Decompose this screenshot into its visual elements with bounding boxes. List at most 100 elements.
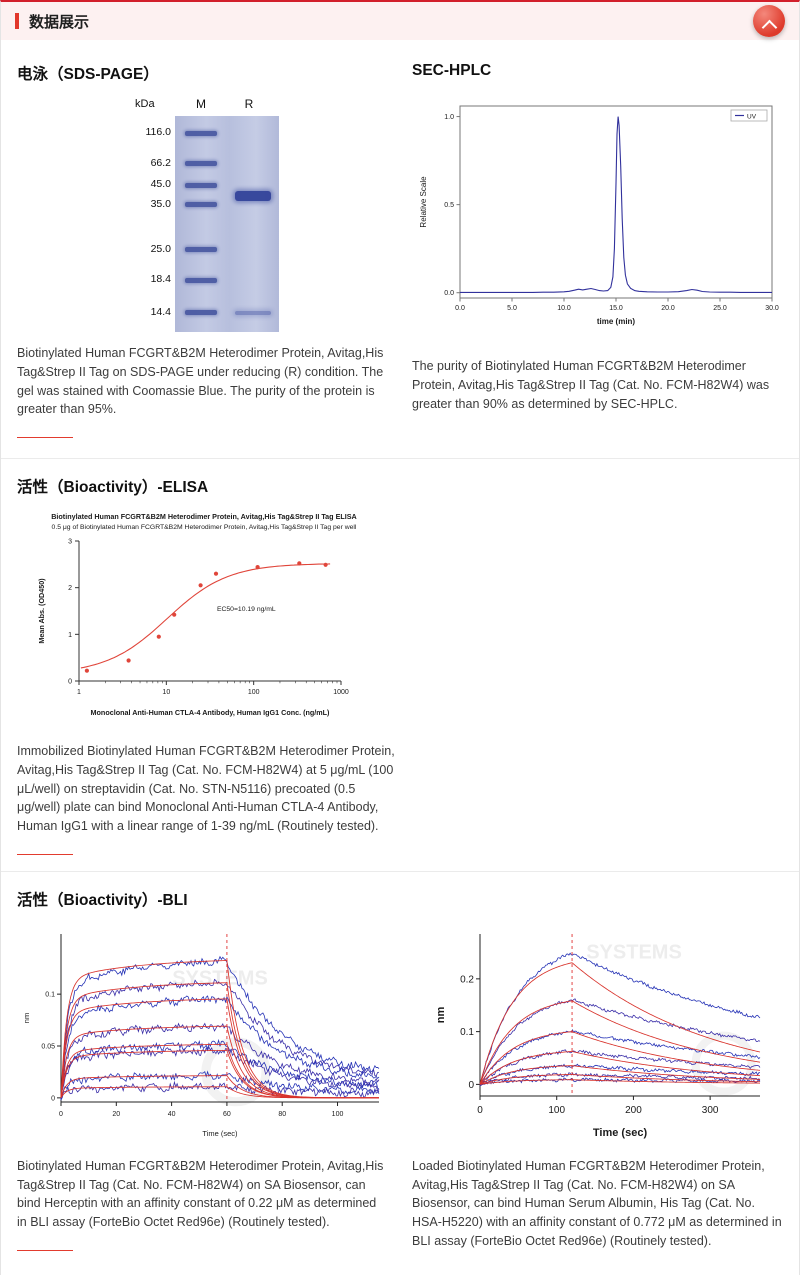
bli-trace [60, 1080, 380, 1099]
section-sec-hplc: SEC-HPLC 0.0 5.0 10.0 15.0 20.0 25.0 30.0 0.0 0.… [412, 46, 783, 442]
svg-text:5.0: 5.0 [507, 305, 517, 312]
svg-text:15.0: 15.0 [609, 305, 623, 312]
gel-sample-band [235, 190, 271, 201]
bli-trace [60, 978, 380, 1100]
elisa-fit-curve [80, 563, 331, 669]
section-divider [1, 458, 799, 459]
row-bli: SYSTEMS 0 20 40 60 80 100 0 0.05 0.1 Time (sec) nm … [17, 920, 783, 1255]
bli-left-caption: Biotinylated Human FCGRT&B2M Heterodimer… [17, 1158, 384, 1229]
uv-trace [460, 116, 772, 293]
bli-hsa-figure[interactable]: SYSTEMS 0 100 200 300 0 0.1 0.2 Time (sec) nm [430, 920, 783, 1147]
bli-fit [60, 1049, 379, 1099]
bli-trace [479, 1071, 761, 1086]
svg-text:0: 0 [477, 1105, 483, 1116]
gel-marker-label: 35.0 [150, 197, 171, 210]
sec-hplc-figure[interactable]: 0.0 5.0 10.0 15.0 20.0 25.0 30.0 0.0 0.5 1.0 time … [412, 90, 783, 347]
elisa-data-point [323, 562, 328, 567]
red-divider [17, 1249, 73, 1251]
svg-text:2: 2 [68, 585, 72, 592]
gel-marker-band [185, 130, 217, 136]
bli-trace [479, 1028, 761, 1086]
bli-fit [479, 1064, 761, 1085]
bli-trace [479, 1063, 761, 1083]
elisa-data-point [297, 561, 302, 566]
sec-hplc-caption: The purity of Biotinylated Human FCGRT&B… [412, 359, 770, 411]
gel-marker-label: 116.0 [145, 126, 172, 139]
elisa-data-point [156, 634, 161, 639]
bli-trace [60, 1070, 380, 1101]
section-bli: 活性（Bioactivity）-BLI SYSTEMS 0 20 40 60 80 100 0… [17, 888, 783, 1255]
svg-text:0: 0 [51, 1095, 55, 1102]
svg-text:0: 0 [468, 1080, 474, 1091]
bli-trace [60, 994, 380, 1100]
svg-text:0.05: 0.05 [41, 1043, 55, 1050]
svg-text:Time (sec): Time (sec) [202, 1129, 238, 1138]
gel-marker-band [185, 182, 217, 188]
sec-hplc-title: SEC-HPLC [412, 62, 492, 79]
gel-marker-label: 45.0 [150, 178, 171, 191]
svg-text:100: 100 [332, 1111, 344, 1118]
elisa-figure[interactable]: Biotinylated Human FCGRT&B2M Heterodimer… [31, 507, 783, 732]
svg-text:300: 300 [702, 1105, 719, 1116]
svg-text:time (min): time (min) [597, 317, 636, 326]
section-elisa: 活性（Bioactivity）-ELISA Biotinylated Human… [17, 475, 783, 855]
elisa-data-point [126, 658, 131, 663]
svg-text:Biotinylated Human FCGRT&B2M H: Biotinylated Human FCGRT&B2M Heterodimer… [51, 512, 357, 521]
bli-trace [479, 952, 761, 1085]
elisa-data-point [255, 565, 260, 570]
svg-text:nm: nm [22, 1013, 31, 1023]
svg-text:0.0: 0.0 [444, 290, 454, 297]
svg-text:1: 1 [77, 689, 81, 696]
gel-marker-label: 66.2 [150, 156, 171, 169]
elisa-caption: Immobilized Biotinylated Human FCGRT&B2M… [17, 744, 395, 833]
gel-marker-band [185, 202, 217, 208]
bli-fit [60, 1043, 379, 1099]
svg-text:UV: UV [747, 114, 757, 121]
gel-sample-band [235, 310, 271, 315]
bli-fit [479, 1000, 761, 1085]
gel-marker-band [185, 161, 217, 167]
back-to-top-button[interactable] [753, 5, 785, 37]
row-sds-sec: 电泳（SDS-PAGE） kDa M R 116.0 66.2 45.0 35.0 25.0 1… [17, 46, 783, 442]
gel-marker-label: 25.0 [150, 242, 171, 255]
bli-trace [60, 955, 380, 1099]
svg-text:1: 1 [68, 632, 72, 639]
chevron-up-icon [761, 19, 777, 36]
svg-text:nm: nm [435, 1006, 447, 1023]
gel-marker-band [185, 247, 217, 253]
sds-gel-figure[interactable]: kDa M R 116.0 66.2 45.0 35.0 25.0 18.4 14.4 [129, 94, 388, 334]
svg-text:Relative Scale: Relative Scale [419, 176, 428, 228]
bli-right-column: SYSTEMS 0 100 200 300 0 0.1 0.2 Time (sec) nm Loa… [412, 920, 783, 1255]
svg-text:40: 40 [168, 1111, 176, 1118]
bli-trace [479, 1076, 761, 1086]
svg-text:0.1: 0.1 [45, 991, 55, 998]
svg-text:100: 100 [548, 1105, 565, 1116]
sec-hplc-chart: 0.0 5.0 10.0 15.0 20.0 25.0 30.0 0.0 0.5 1.0 time … [419, 105, 779, 326]
svg-text:0.5 μg of Biotinylated Human F: 0.5 μg of Biotinylated Human FCGRT&B2M H… [52, 524, 357, 531]
svg-text:20: 20 [112, 1111, 120, 1118]
svg-text:0: 0 [68, 679, 72, 686]
gel-lane-r-label: R [244, 97, 254, 111]
svg-text:20.0: 20.0 [661, 305, 675, 312]
bli-fit [479, 1073, 761, 1085]
elisa-data-point [213, 571, 219, 576]
svg-text:3: 3 [68, 539, 72, 546]
gel-marker-label: 18.4 [150, 273, 171, 286]
bli-title: 活性（Bioactivity）-BLI [17, 891, 188, 909]
gel-marker-band [185, 310, 217, 316]
svg-text:1000: 1000 [333, 689, 349, 696]
svg-text:Time (sec): Time (sec) [593, 1127, 648, 1139]
bli-fit [479, 1079, 761, 1085]
elisa-data-point [198, 583, 203, 588]
section-header-bar: 数据展示 [1, 2, 799, 40]
svg-text:0.0: 0.0 [455, 305, 465, 312]
svg-text:25.0: 25.0 [713, 305, 727, 312]
svg-text:1.0: 1.0 [444, 114, 454, 121]
section-divider [1, 870, 799, 872]
bli-herceptin-figure[interactable]: SYSTEMS 0 20 40 60 80 100 0 0.05 0.1 Time (sec) nm [17, 920, 388, 1147]
bli-fit [479, 1050, 761, 1085]
svg-text:0.2: 0.2 [460, 974, 474, 985]
page-title: 数据展示 [29, 13, 90, 31]
